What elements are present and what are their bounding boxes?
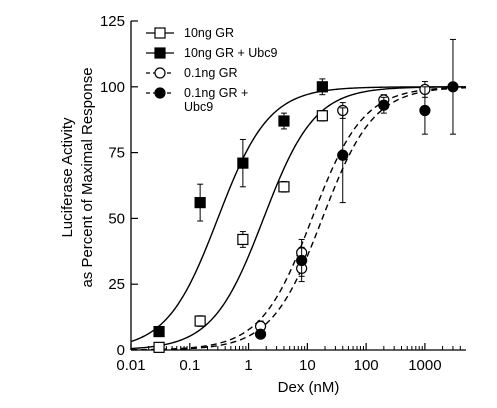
- data-point-series-0: [278, 181, 290, 193]
- x-tick-label: 1000: [408, 357, 441, 374]
- x-axis-label: Dex (nM): [278, 379, 340, 396]
- y-tick-label: 0: [117, 342, 125, 359]
- data-point-series-1: [194, 197, 206, 209]
- y-tick-label: 125: [100, 13, 125, 30]
- y-tick-label: 50: [108, 210, 125, 227]
- x-tick-label: 100: [354, 357, 379, 374]
- y-axis-label: as Percent of Maximal Response: [79, 67, 96, 287]
- fit-curve-series-0: [130, 86, 467, 350]
- y-tick-label: 100: [100, 79, 125, 96]
- data-point-series-0: [237, 233, 249, 246]
- x-tick-label: 0.1: [179, 357, 200, 374]
- x-tick-label: 1: [244, 357, 252, 374]
- y-tick-label: 25: [108, 276, 125, 293]
- legend-label: 10ng GR + Ubc9: [184, 46, 278, 60]
- legend-label: Ubc9: [184, 100, 213, 114]
- legend-marker: [154, 67, 166, 79]
- axes: 0 25 50 75 100 125 0.01 0.1 1 10 100 1000 Dex (nM) Lu…: [59, 13, 466, 396]
- legend-label: 0.1ng GR +: [184, 86, 248, 100]
- y-axis-label: Luciferase Activity: [59, 117, 76, 238]
- x-tick-label: 0.01: [116, 357, 145, 374]
- legend-label: 10ng GR: [184, 26, 234, 40]
- data-point-series-3: [378, 99, 390, 111]
- fit-curves: [130, 86, 467, 351]
- data-point-series-0: [316, 110, 328, 122]
- data-point-series-1: [278, 115, 290, 127]
- fit-curve-series-3: [130, 87, 467, 351]
- data-point-series-0: [194, 315, 206, 327]
- data-point-series-1: [153, 325, 165, 338]
- fit-curve-series-2: [130, 86, 467, 351]
- data-point-series-0: [153, 341, 165, 353]
- data-points: [153, 38, 459, 353]
- data-point-series-1: [316, 81, 328, 93]
- data-point-series-3: [296, 254, 308, 267]
- data-point-series-3: [447, 81, 459, 93]
- legend-marker: [154, 47, 166, 59]
- data-point-series-3: [337, 149, 349, 161]
- data-point-series-3: [254, 328, 267, 340]
- data-point-series-1: [237, 157, 249, 169]
- x-tick-label: 10: [299, 357, 316, 374]
- data-point-series-3: [419, 104, 431, 117]
- legend-marker: [154, 87, 166, 99]
- legend: 10ng GR 10ng GR + Ubc9 0.1ng GR 0.1ng GR +U…: [146, 26, 278, 114]
- fit-curve-series-1: [130, 86, 466, 343]
- legend-label: 0.1ng GR: [184, 66, 238, 80]
- y-tick-label: 75: [108, 145, 125, 162]
- legend-marker: [154, 27, 166, 39]
